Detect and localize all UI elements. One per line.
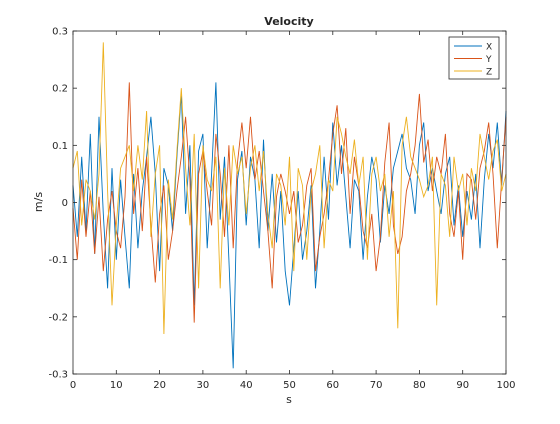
y-tick-label: -0.3	[48, 370, 68, 381]
x-axis-label: s	[286, 393, 292, 406]
x-tick-label: 100	[496, 380, 515, 391]
series-line-y	[72, 82, 507, 323]
legend-label-y: Y	[485, 55, 492, 65]
x-tick-label: 10	[110, 380, 123, 391]
y-axis-ticks: -0.3 -0.2 -0.1 0 0.1 0.2 0.3	[48, 27, 506, 381]
axes-box	[72, 30, 507, 375]
chart-title: Velocity	[264, 15, 313, 28]
x-tick-label: 60	[326, 380, 339, 391]
series-line-z	[72, 42, 507, 335]
x-tick-label: 80	[413, 380, 426, 391]
y-tick-label: 0.2	[52, 84, 68, 95]
x-tick-label: 0	[70, 380, 76, 391]
x-tick-label: 50	[283, 380, 296, 391]
legend-label-z: Z	[486, 68, 492, 78]
x-tick-label: 90	[456, 380, 469, 391]
x-tick-label: 30	[197, 380, 210, 391]
y-axis-label: m/s	[32, 192, 45, 212]
x-tick-label: 40	[240, 380, 253, 391]
x-tick-label: 20	[153, 380, 166, 391]
y-tick-label: -0.1	[48, 255, 68, 266]
x-tick-label: 70	[370, 380, 383, 391]
y-tick-label: -0.2	[48, 312, 68, 323]
y-tick-label: 0.3	[52, 27, 68, 38]
axes-frame	[72, 30, 507, 375]
legend-label-x: X	[486, 43, 492, 53]
legend: XYZ	[448, 36, 500, 80]
y-tick-label: 0	[62, 198, 68, 209]
plot-area	[72, 42, 507, 369]
x-axis-ticks: 0 10 20 30 40 50 60 70 80 90 100	[70, 31, 516, 391]
series-line-x	[72, 82, 507, 369]
y-tick-label: 0.1	[52, 141, 68, 152]
